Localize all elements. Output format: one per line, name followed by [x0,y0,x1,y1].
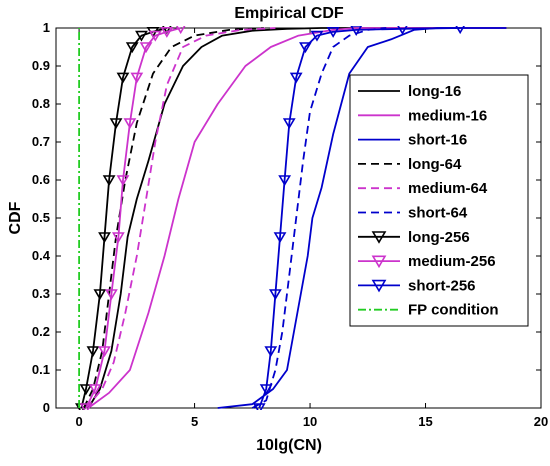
series-line [87,27,507,409]
y-tick-label: 0.7 [32,134,50,149]
series-marker [98,346,111,358]
x-tick-label: 5 [191,414,198,429]
series-marker [282,118,296,130]
legend-entry: medium-256 [358,253,496,270]
legend-label: long-16 [408,83,461,100]
series-long-64 [82,27,264,409]
series-marker [79,403,93,410]
series-short-256 [252,26,465,410]
series-marker [160,26,174,38]
x-tick-label: 10 [303,414,317,429]
series-marker [326,26,340,38]
series-marker [98,232,111,244]
series-marker [175,26,186,35]
legend-entry: medium-64 [358,180,488,197]
series-marker [264,346,278,358]
series-line [251,27,387,409]
series-marker [139,42,153,54]
legend-entry: medium-16 [358,107,487,124]
series-marker [86,346,100,358]
legend-entry: FP condition [358,302,499,319]
series-short-64 [251,27,387,409]
series-marker [135,30,148,42]
series-line [217,27,507,409]
legend-label: short-16 [408,132,467,149]
series-marker [350,26,363,36]
series-marker [299,42,312,54]
series-marker [125,42,139,54]
series-line [82,27,264,409]
series-marker [88,384,102,396]
legend-label: medium-64 [408,180,488,197]
series-marker [397,26,408,35]
series-marker [273,232,287,244]
series-marker [269,289,282,301]
y-tick-label: 0.9 [32,58,50,73]
y-tick-label: 1 [43,20,50,35]
series-marker [455,26,465,35]
legend-marker [371,255,387,269]
y-tick-label: 0.6 [32,172,50,187]
legend-label: medium-16 [408,107,487,124]
series-marker [116,175,130,187]
legend-entry: short-64 [358,205,468,222]
series-medium-64 [85,27,276,409]
y-tick-label: 0.5 [32,210,50,225]
series-line [80,27,168,409]
y-tick-label: 0 [43,400,50,415]
legend-entry: long-256 [358,229,470,246]
series-marker [252,403,266,410]
series-marker [310,30,324,42]
series-long-256 [75,26,172,410]
x-axis-label: 10lg(CN) [256,437,322,454]
y-tick-label: 0.1 [32,362,50,377]
series-line [258,27,461,409]
series-marker [148,30,162,42]
legend-marker [371,231,387,244]
series-marker [105,289,118,301]
series-marker [259,384,273,396]
series-marker [109,118,123,130]
x-tick-label: 15 [418,414,432,429]
series-long-16 [87,27,507,409]
series-medium-256 [79,26,186,410]
series-marker [79,384,93,396]
y-tick-label: 0.4 [32,248,51,263]
legend-label: long-64 [408,156,462,173]
series-marker [116,72,130,84]
series-line [87,27,507,409]
series-medium-16 [87,27,507,409]
series-marker [93,289,107,301]
y-tick-label: 0.8 [32,96,50,111]
legend-label: short-256 [408,277,476,294]
legend-entry: short-256 [358,277,476,294]
series-line [85,27,276,409]
y-axis-label: CDF [7,201,24,234]
legend-entry: long-16 [358,83,461,100]
series-line [85,27,181,409]
series-marker [130,72,144,84]
legend-label: medium-256 [408,253,496,270]
series-short-16 [217,27,507,409]
plot-area: 0 5 10 15 20 0 0.1 0.2 0.3 0.4 0.5 0.6 0.7 0.8 0.9 1 [32,20,548,429]
series-marker [123,118,137,130]
x-tick-label: 20 [534,414,548,429]
series-marker [102,175,116,187]
legend-marker [371,279,387,293]
x-tick-label: 0 [75,414,82,429]
y-tick-label: 0.3 [32,286,50,301]
chart-title: Empirical CDF [234,5,344,22]
legend-box [349,74,529,327]
legend-entry: short-16 [358,132,467,149]
legend-label: FP condition [408,302,499,319]
series-marker [278,175,292,187]
legend-label: short-64 [408,205,468,222]
series-marker [289,72,303,84]
legend-entry: long-64 [358,156,462,173]
legend-label: long-256 [408,229,470,246]
legend: long-16 medium-16 short-16 long-64 medium-64… [349,74,529,327]
series-marker [111,232,125,244]
y-tick-label: 0.2 [32,324,50,339]
